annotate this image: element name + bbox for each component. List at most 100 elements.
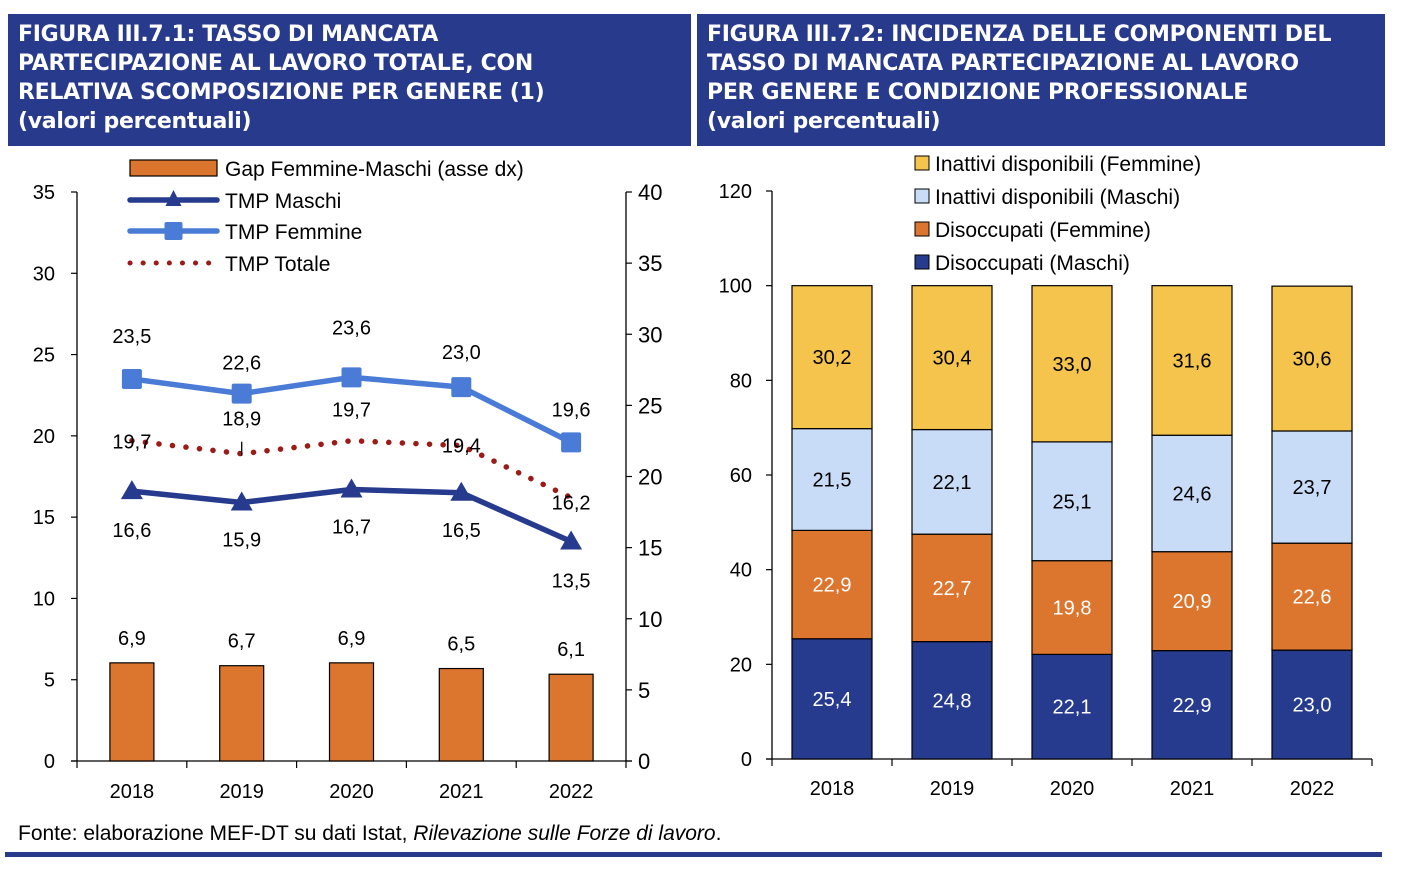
right-axis-tick-label: 15: [638, 536, 662, 561]
source-prefix: Fonte: elaborazione MEF-DT su dati Istat…: [18, 822, 414, 845]
y-axis-tick-label: 40: [730, 560, 752, 582]
y-axis-tick-label: 80: [730, 370, 752, 392]
left-axis-tick-label: 35: [33, 182, 55, 204]
tmp-maschi-marker: [120, 480, 143, 500]
x-axis-tick-label: 2020: [329, 781, 374, 803]
x-axis-tick-label: 2022: [1290, 778, 1335, 800]
x-axis-tick-label: 2019: [930, 778, 975, 800]
tmp-femmine-label: 23,0: [442, 342, 481, 364]
segment-value-label: 21,5: [813, 469, 852, 491]
tmp-femmine-label: 22,6: [222, 353, 261, 375]
segment-value-label: 22,1: [933, 472, 972, 494]
segment-value-label: 22,9: [813, 575, 852, 597]
legend-swatch: [914, 221, 930, 237]
segment-value-label: 22,9: [1173, 695, 1212, 717]
legend-label: Disoccupati (Maschi): [935, 252, 1130, 275]
right-axis-tick-label: 25: [638, 393, 662, 418]
legend-label: TMP Totale: [225, 253, 330, 276]
x-axis-tick-label: 2018: [110, 781, 155, 803]
left-axis-tick-label: 5: [44, 670, 55, 692]
figure-2-title-line: FIGURA III.7.2: INCIDENZA DELLE COMPONEN…: [707, 22, 1332, 47]
y-axis-tick-label: 60: [730, 465, 752, 487]
right-axis-tick-label: 35: [638, 251, 662, 276]
segment-value-label: 24,8: [933, 690, 972, 712]
right-axis-tick-label: 0: [638, 749, 650, 774]
legend-swatch-gap: [129, 159, 218, 177]
tmp-femmine-marker: [561, 432, 582, 453]
stacked-bar-segment: [911, 641, 993, 760]
tmp-totale-label: 19,4: [442, 436, 481, 458]
tmp-maschi-marker: [560, 530, 583, 550]
stacked-bar-segment: [1151, 285, 1233, 436]
source-note: Fonte: elaborazione MEF-DT su dati Istat…: [18, 822, 721, 846]
left-axis-tick-label: 0: [44, 751, 55, 773]
source-suffix: .: [715, 822, 722, 845]
figure-1-title-line: (valori percentuali): [18, 109, 252, 134]
legend-swatch: [914, 188, 930, 204]
figure-2-title-line: TASSO DI MANCATA PARTECIPAZIONE AL LAVOR…: [707, 51, 1299, 76]
gap-bar: [109, 662, 155, 762]
segment-value-label: 22,1: [1053, 697, 1092, 719]
figure-2-title: FIGURA III.7.2: INCIDENZA DELLE COMPONEN…: [697, 14, 1385, 146]
segment-value-label: 23,7: [1293, 477, 1332, 499]
stacked-bar-segment: [1031, 285, 1113, 443]
legend-marker-femmine: [164, 222, 183, 240]
legend-label: Disoccupati (Femmine): [935, 219, 1151, 242]
y-axis-tick-label: 0: [741, 749, 752, 771]
tmp-maschi-marker: [230, 491, 253, 511]
stacked-bar-segment: [791, 529, 873, 640]
gap-bar: [438, 667, 484, 762]
gap-bar: [219, 665, 265, 762]
x-axis-tick-label: 2018: [810, 778, 855, 800]
tmp-maschi-label: 15,9: [222, 530, 261, 552]
stacked-bar-segment: [1271, 542, 1353, 651]
gap-bar-label: 6,9: [338, 628, 366, 650]
left-axis-tick-label: 15: [33, 507, 55, 529]
x-axis-tick-label: 2021: [1170, 778, 1215, 800]
segment-value-label: 22,6: [1293, 587, 1332, 609]
legend-chart-1: Gap Femmine-Maschi (asse dx) TMP Maschi TM…: [127, 158, 524, 276]
stacked-bar-segment: [911, 285, 993, 431]
figure-2-title-line: PER GENERE E CONDIZIONE PROFESSIONALE: [707, 80, 1249, 105]
stacked-bar-segment: [1271, 285, 1353, 432]
segment-value-label: 19,8: [1053, 598, 1092, 620]
tmp-femmine-marker: [121, 368, 142, 389]
tmp-maschi-marker: [340, 478, 363, 498]
tmp-femmine-marker: [231, 383, 252, 404]
figure-1-title-line: RELATIVA SCOMPOSIZIONE PER GENERE (1): [18, 80, 545, 105]
segment-value-label: 30,6: [1293, 349, 1332, 371]
legend-chart-2: Inattivi disponibili (Femmine) Inattivi d…: [914, 153, 1201, 275]
gap-bar: [328, 662, 375, 762]
stacked-bar-segment: [1031, 560, 1113, 655]
stacked-bar-segment: [1151, 650, 1233, 760]
x-axis-tick-label: 2019: [219, 781, 264, 803]
stacked-bar-segment: [1151, 434, 1233, 553]
stacked-bar-segment: [791, 285, 873, 430]
tmp-femmine-marker: [451, 377, 472, 398]
tmp-maschi-marker: [450, 481, 473, 501]
tmp-maschi-label: 16,7: [332, 517, 371, 539]
segment-value-label: 25,4: [813, 689, 852, 711]
y-axis-tick-label: 120: [719, 181, 752, 203]
tmp-totale-label: 16,2: [552, 493, 591, 515]
segment-value-label: 24,6: [1173, 483, 1212, 505]
tmp-maschi-label: 16,6: [112, 520, 151, 542]
right-axis-tick-label: 30: [638, 322, 662, 347]
right-axis-tick-label: 40: [638, 180, 662, 205]
gap-bar-label: 6,5: [447, 634, 475, 656]
legend-label: Gap Femmine-Maschi (asse dx): [225, 158, 524, 181]
tmp-totale-label: 19,7: [112, 432, 151, 454]
stacked-bar-segment: [791, 428, 873, 531]
segment-value-label: 30,2: [813, 347, 852, 369]
stacked-bar-segment: [1031, 441, 1113, 562]
x-axis-tick-label: 2020: [1050, 778, 1095, 800]
tmp-maschi-label: 13,5: [552, 571, 591, 593]
legend-marker-maschi: [165, 190, 182, 206]
gap-bar-label: 6,1: [557, 639, 585, 661]
right-axis-tick-label: 5: [638, 678, 650, 703]
segment-value-label: 22,7: [933, 578, 972, 600]
tmp-femmine-label: 23,5: [112, 326, 151, 348]
segment-value-label: 33,0: [1053, 354, 1092, 376]
legend-label: TMP Femmine: [225, 221, 362, 244]
gap-bar-label: 6,7: [228, 631, 256, 653]
